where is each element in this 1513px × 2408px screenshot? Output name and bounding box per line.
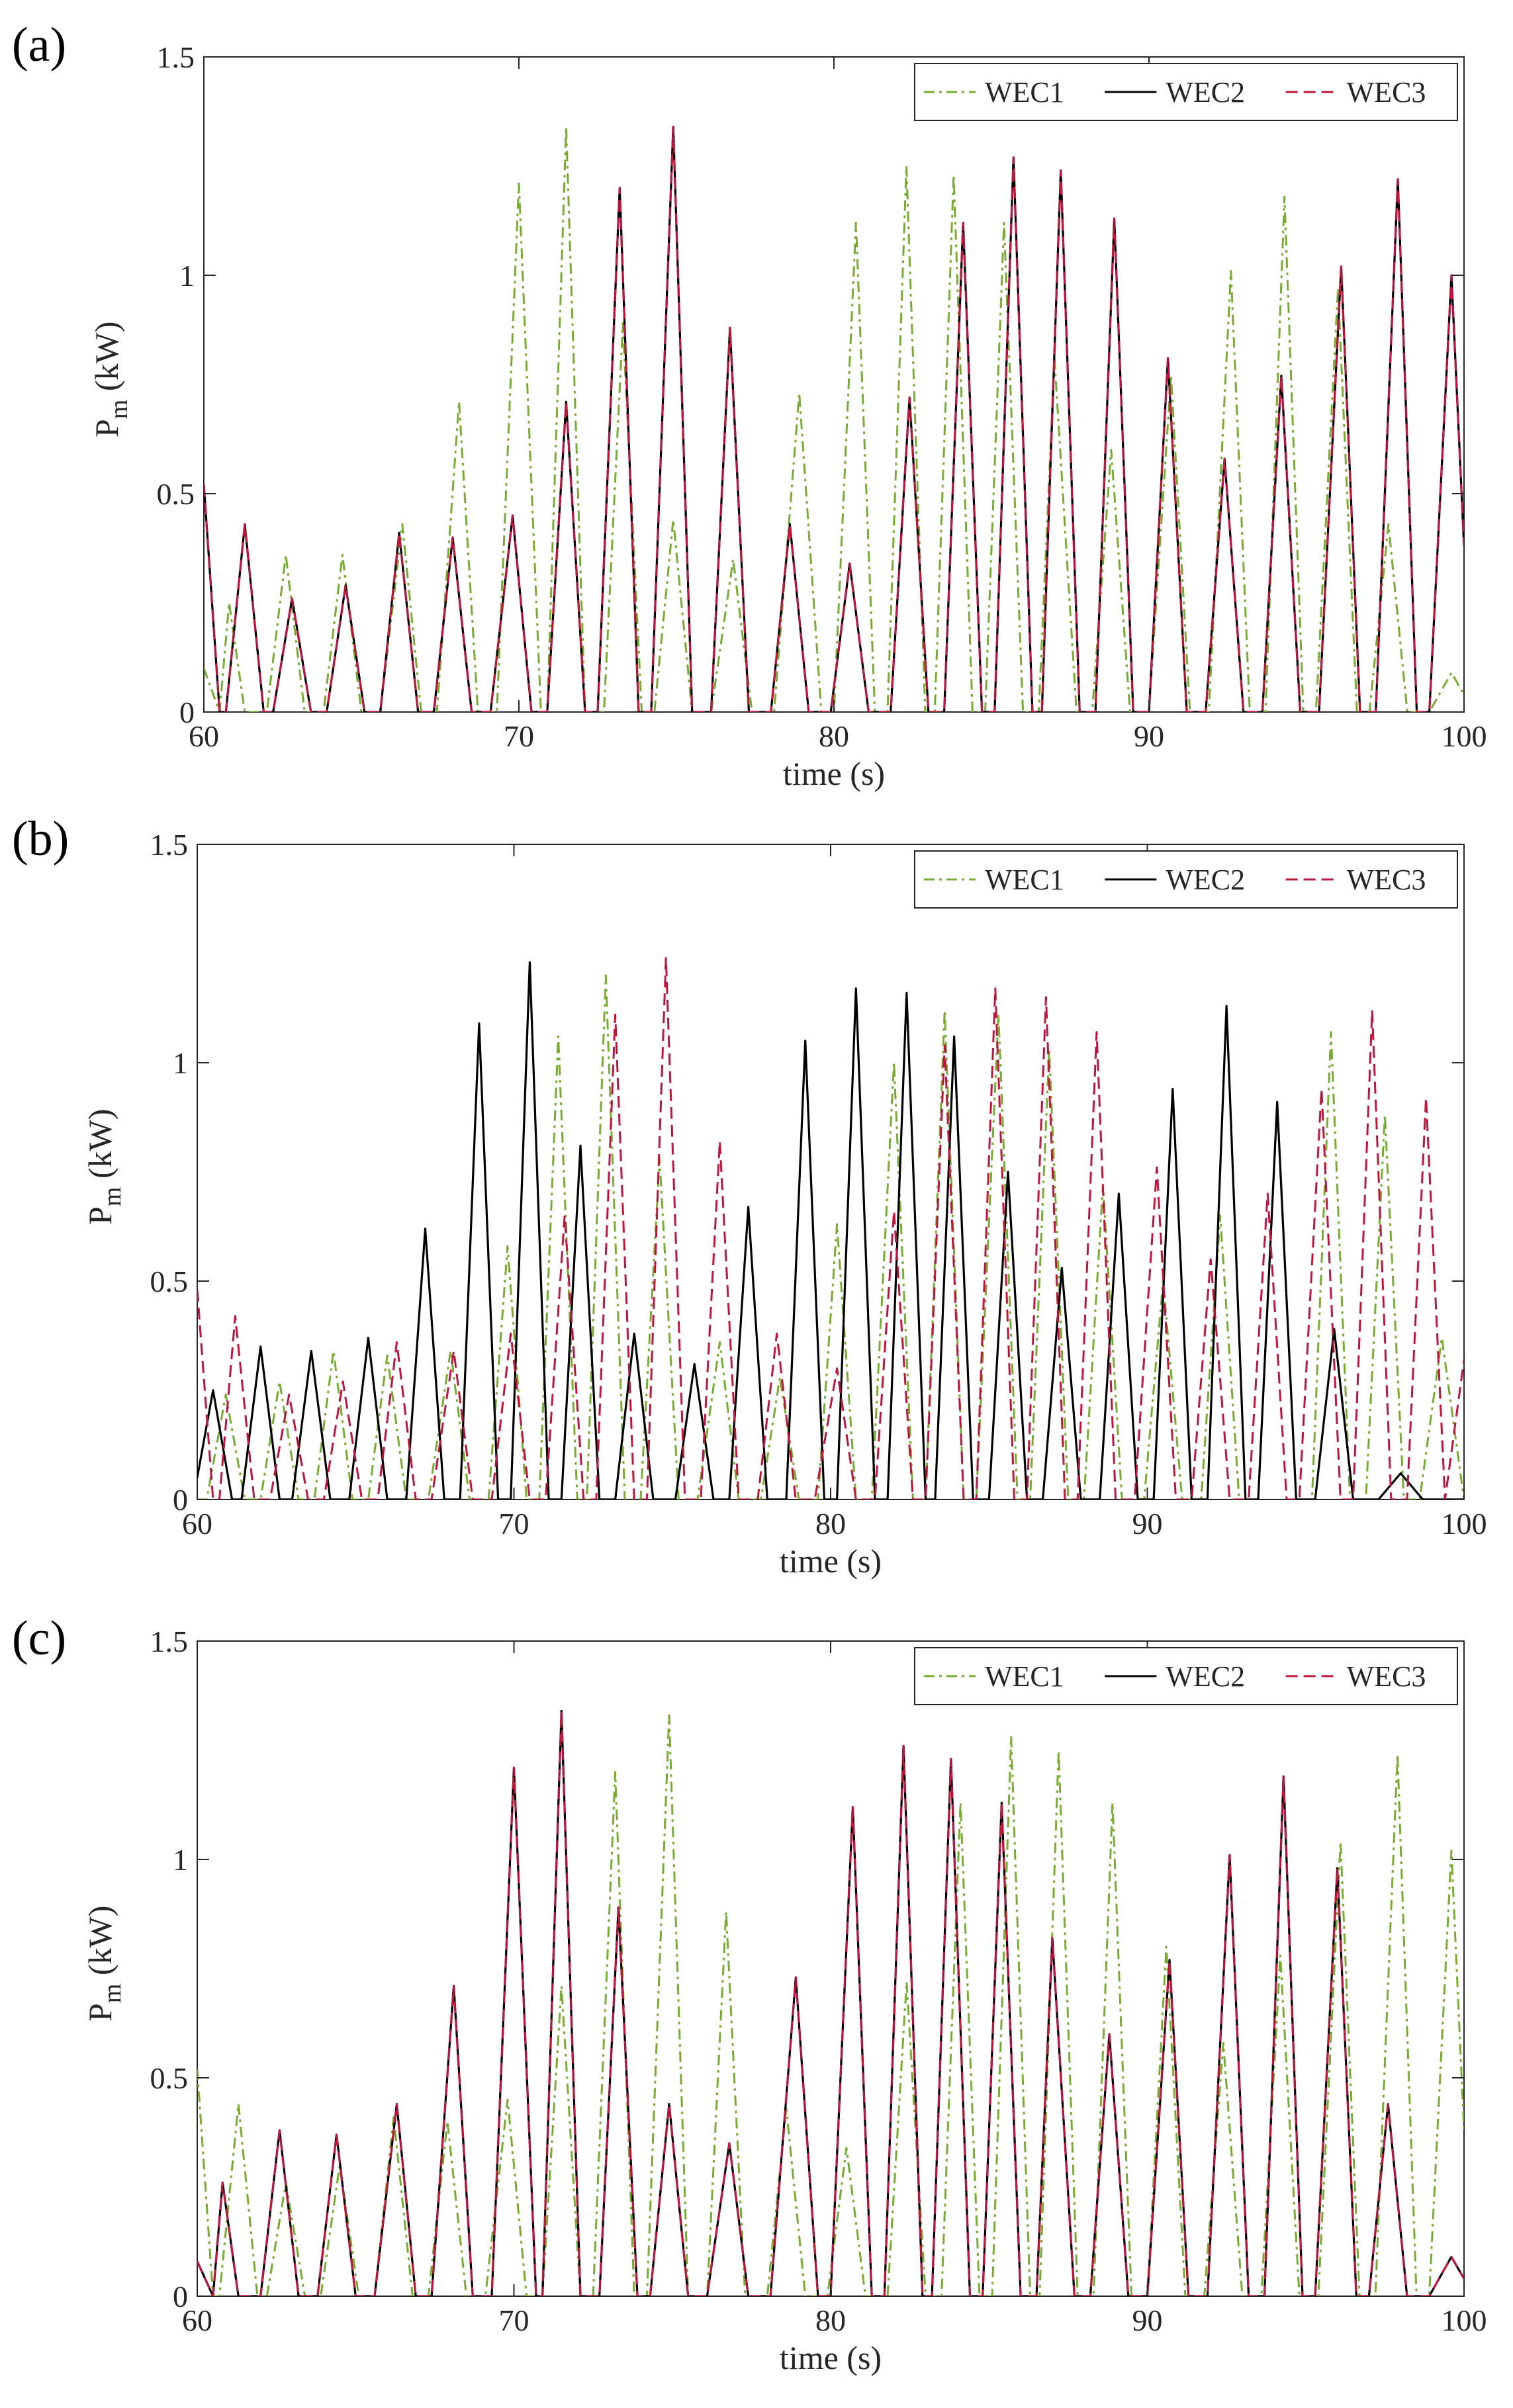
y-axis-label-main: P [88, 419, 125, 437]
y-axis-label: Pm (kW) [88, 322, 133, 437]
y-axis-label-main: P [81, 1206, 118, 1225]
y-tick-label: 1.5 [150, 828, 189, 862]
x-tick-label: 100 [1442, 719, 1487, 753]
y-tick-label: 0.5 [150, 1265, 189, 1298]
x-tick-label: 70 [499, 1507, 529, 1540]
y-axis-label-unit: (kW) [81, 1109, 118, 1187]
x-tick-label: 70 [504, 719, 534, 753]
x-axis-label: time (s) [780, 1542, 882, 1580]
panel-label: (c) [12, 1611, 66, 1666]
y-axis-label-main: P [81, 2003, 118, 2022]
y-axis-label-sub: m [99, 1984, 126, 2004]
legend-label-wec1: WEC1 [985, 864, 1064, 896]
series-line-wec2 [197, 961, 1464, 1499]
x-tick-label: 60 [182, 1507, 212, 1540]
legend-label-wec3: WEC3 [1347, 1660, 1426, 1693]
y-tick-label: 0.5 [157, 477, 195, 511]
x-tick-label: 80 [815, 2303, 846, 2337]
y-tick-label: 1 [173, 1046, 188, 1080]
plot-area [197, 844, 1465, 1500]
y-tick-label: 1.5 [157, 40, 195, 74]
y-tick-label: 0.5 [150, 2061, 189, 2095]
legend-label-wec2: WEC2 [1166, 1660, 1245, 1693]
x-tick-label: 70 [499, 2303, 529, 2337]
series-line-wec3 [197, 1710, 1464, 2296]
chart-panel-2: (b) 60 70 80 90 100 0 0.5 1 1.5 time (s) Pm (kW) WEC… [12, 812, 1487, 1580]
chart-panel-3: (c) 60 70 80 90 100 0 0.5 1 1.5 time (s) Pm (kW) WEC… [12, 1611, 1487, 2376]
y-axis-label: Pm (kW) [81, 1906, 126, 2022]
y-axis-label-sub: m [105, 400, 133, 420]
x-tick-label: 100 [1442, 1507, 1487, 1540]
legend-label-wec2: WEC2 [1166, 864, 1245, 896]
x-tick-label: 60 [189, 719, 219, 753]
y-tick-label: 0 [173, 1483, 188, 1517]
series-line-wec1 [197, 1714, 1464, 2296]
legend-label-wec3: WEC3 [1347, 76, 1426, 109]
series-line-wec3 [197, 957, 1464, 1499]
legend-label-wec3: WEC3 [1347, 864, 1426, 896]
plot-area [203, 56, 1465, 713]
x-tick-label: 100 [1442, 2303, 1487, 2337]
x-tick-label: 60 [182, 2303, 212, 2337]
legend: WEC1 WEC2 WEC3 [914, 850, 1458, 909]
y-tick-label: 1.5 [150, 1625, 189, 1658]
y-tick-label: 0 [179, 695, 195, 729]
x-tick-label: 90 [1134, 719, 1164, 753]
series-line-wec1 [197, 974, 1464, 1499]
series-line-wec3 [204, 126, 1464, 712]
legend-box [914, 1647, 1458, 1705]
series-line-wec1 [204, 126, 1464, 712]
y-axis-label-unit: (kW) [88, 322, 125, 400]
legend-box [914, 63, 1458, 121]
x-tick-label: 80 [819, 719, 849, 753]
panel-label: (b) [12, 812, 69, 866]
y-tick-label: 0 [173, 2280, 188, 2313]
y-axis-label: Pm (kW) [81, 1109, 126, 1225]
y-axis-label-sub: m [99, 1187, 126, 1207]
chart-panel-1: (a) 60 70 80 90 100 0 0.5 1 1.5 time (s) Pm (kW) WEC… [12, 18, 1487, 792]
legend: WEC1 WEC2 WEC3 [914, 1647, 1458, 1705]
legend-box [914, 850, 1458, 909]
x-tick-label: 80 [815, 1507, 846, 1540]
x-axis-label: time (s) [783, 755, 885, 792]
legend-label-wec1: WEC1 [985, 1660, 1064, 1693]
y-tick-label: 1 [173, 1843, 188, 1877]
legend-label-wec2: WEC2 [1166, 76, 1245, 109]
y-axis-label-unit: (kW) [81, 1906, 118, 1984]
legend-label-wec1: WEC1 [985, 76, 1064, 109]
legend: WEC1 WEC2 WEC3 [914, 63, 1458, 121]
x-tick-label: 90 [1132, 1507, 1163, 1540]
x-tick-label: 90 [1132, 2303, 1163, 2337]
plot-area [197, 1640, 1465, 2297]
panel-label: (a) [12, 18, 66, 72]
x-axis-label: time (s) [780, 2339, 882, 2376]
y-tick-label: 1 [179, 259, 195, 292]
